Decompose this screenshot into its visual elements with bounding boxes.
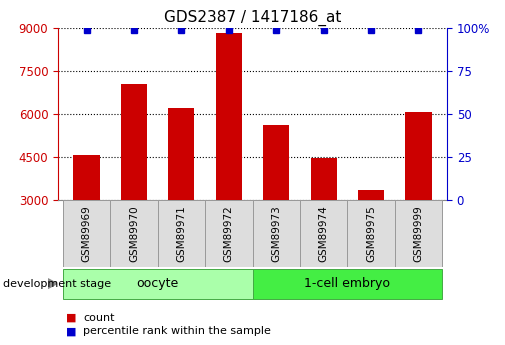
Title: GDS2387 / 1417186_at: GDS2387 / 1417186_at bbox=[164, 10, 341, 26]
Text: count: count bbox=[83, 313, 115, 323]
Text: oocyte: oocyte bbox=[136, 277, 179, 290]
Polygon shape bbox=[48, 279, 57, 288]
Bar bbox=[63, 269, 252, 298]
Bar bbox=[110, 200, 158, 267]
Text: ■: ■ bbox=[66, 326, 76, 336]
Text: GSM89975: GSM89975 bbox=[366, 206, 376, 262]
Text: GSM89973: GSM89973 bbox=[271, 206, 281, 262]
Bar bbox=[252, 269, 442, 298]
Bar bbox=[168, 108, 194, 200]
Text: ■: ■ bbox=[66, 313, 76, 323]
Text: 1-cell embryo: 1-cell embryo bbox=[305, 277, 390, 290]
Bar bbox=[263, 125, 289, 200]
Bar bbox=[358, 190, 384, 200]
Bar bbox=[300, 200, 347, 267]
Bar bbox=[395, 200, 442, 267]
Bar bbox=[311, 158, 337, 200]
Text: GSM89999: GSM89999 bbox=[414, 206, 424, 262]
Bar bbox=[121, 84, 147, 200]
Bar bbox=[252, 200, 300, 267]
Bar bbox=[406, 112, 431, 200]
Bar bbox=[63, 200, 110, 267]
Text: GSM89974: GSM89974 bbox=[319, 206, 329, 262]
Bar bbox=[205, 200, 252, 267]
Text: percentile rank within the sample: percentile rank within the sample bbox=[83, 326, 271, 336]
Text: GSM89970: GSM89970 bbox=[129, 206, 139, 262]
Text: development stage: development stage bbox=[3, 279, 111, 288]
Bar bbox=[74, 155, 99, 200]
Bar bbox=[216, 33, 242, 200]
Text: GSM89972: GSM89972 bbox=[224, 206, 234, 262]
Text: GSM89969: GSM89969 bbox=[81, 206, 91, 262]
Text: GSM89971: GSM89971 bbox=[176, 206, 186, 262]
Bar bbox=[347, 200, 395, 267]
Bar bbox=[158, 200, 205, 267]
